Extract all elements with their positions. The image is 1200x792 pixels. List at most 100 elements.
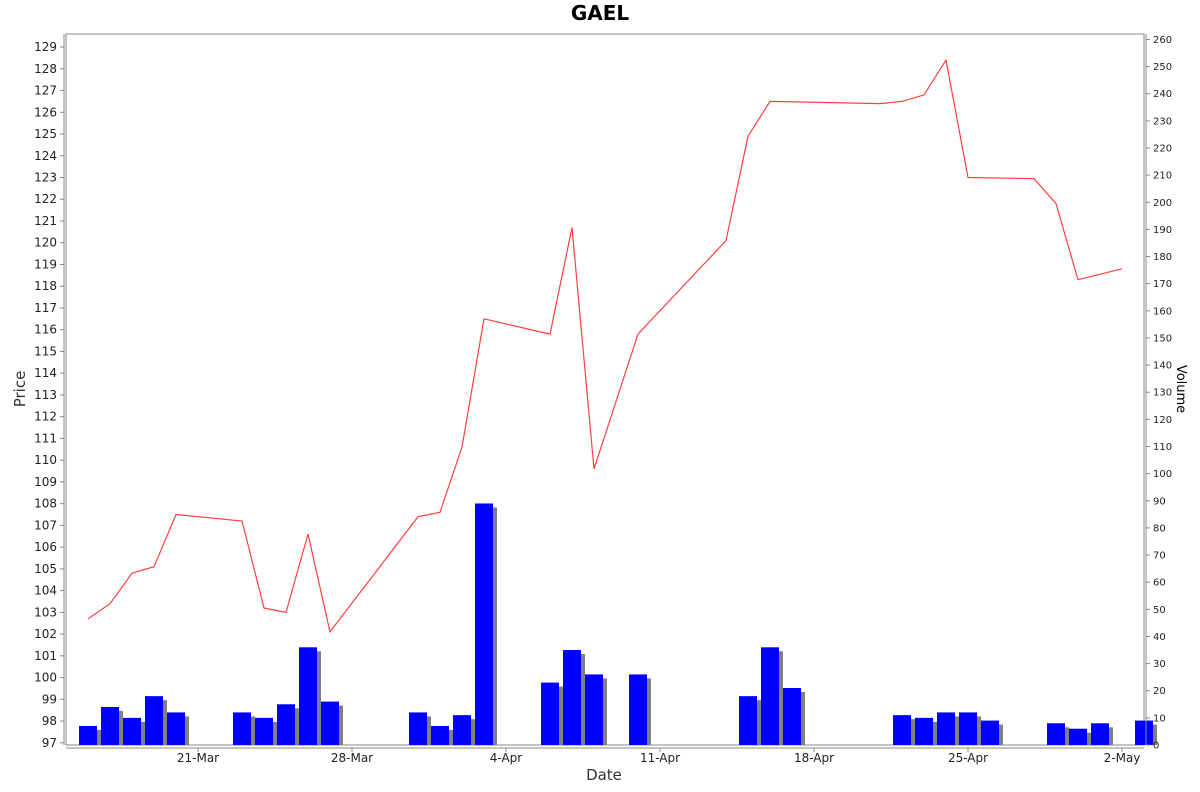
volume-tick-label: 40	[1153, 632, 1166, 643]
price-tick-label: 104	[34, 584, 57, 598]
price-tick-label: 118	[34, 279, 57, 293]
price-tick-label: 116	[34, 323, 57, 337]
volume-bars	[79, 503, 1157, 745]
volume-bar	[585, 674, 603, 745]
price-tick-label: 106	[34, 540, 57, 554]
price-tick-label: 108	[34, 497, 57, 511]
volume-bar	[563, 650, 581, 745]
x-axis-label: Date	[586, 766, 622, 784]
volume-bar	[981, 720, 999, 745]
volume-tick-label: 140	[1153, 361, 1172, 372]
price-tick-label: 119	[34, 257, 57, 271]
volume-tick-label: 250	[1153, 62, 1172, 73]
volume-bar	[453, 715, 471, 745]
volume-tick-label: 190	[1153, 225, 1172, 236]
volume-tick-label: 220	[1153, 143, 1172, 154]
chart-title: GAEL	[571, 1, 630, 25]
volume-bar	[277, 704, 295, 745]
volume-bar	[321, 701, 339, 745]
price-tick-label: 126	[34, 105, 57, 119]
volume-tick-label: 210	[1153, 171, 1172, 182]
volume-tick-label: 260	[1153, 35, 1172, 46]
price-tick-label: 107	[34, 518, 57, 532]
price-tick-label: 115	[34, 344, 57, 358]
volume-bar	[299, 647, 317, 745]
date-tick-label: 2-May	[1104, 751, 1141, 765]
volume-tick-label: 180	[1153, 252, 1172, 263]
price-tick-label: 117	[34, 301, 57, 315]
volume-axis: 0 10 20 30 40 50 60 70 80 90 100 110 120 130 140 150 160…	[1145, 34, 1172, 752]
price-tick-label: 125	[34, 127, 57, 141]
volume-bar	[167, 712, 185, 745]
volume-tick-label: 0	[1153, 741, 1159, 752]
date-tick-label: 25-Apr	[948, 751, 988, 765]
price-line-group	[87, 58, 1123, 634]
volume-bar	[233, 712, 251, 745]
volume-tick-label: 80	[1153, 523, 1166, 534]
price-tick-label: 127	[34, 84, 57, 98]
volume-bar	[915, 717, 933, 745]
volume-tick-label: 160	[1153, 306, 1172, 317]
volume-tick-label: 170	[1153, 279, 1172, 290]
price-tick-label: 105	[34, 562, 57, 576]
price-tick-label: 123	[34, 171, 57, 185]
y-axis-label: Price	[11, 371, 29, 408]
y2-axis-label: Volume	[1173, 365, 1188, 413]
price-tick-label: 124	[34, 149, 57, 163]
volume-tick-label: 150	[1153, 333, 1172, 344]
volume-bar	[1047, 723, 1065, 745]
volume-tick-label: 50	[1153, 605, 1166, 616]
price-tick-label: 114	[34, 366, 57, 380]
volume-tick-label: 60	[1153, 578, 1166, 589]
volume-bar	[145, 696, 163, 745]
volume-bar	[937, 712, 955, 745]
volume-bar	[1135, 720, 1153, 745]
price-tick-label: 112	[34, 410, 57, 424]
volume-bar	[79, 726, 97, 745]
price-tick-label: 122	[34, 192, 57, 206]
price-tick-label: 120	[34, 236, 57, 250]
price-tick-label: 100	[34, 671, 57, 685]
volume-tick-label: 230	[1153, 116, 1172, 127]
volume-bar	[739, 696, 757, 745]
date-tick-label: 28-Mar	[331, 751, 373, 765]
plot-area	[65, 33, 1145, 746]
price-tick-label: 103	[34, 605, 57, 619]
volume-tick-label: 130	[1153, 388, 1172, 399]
volume-tick-label: 200	[1153, 198, 1172, 209]
date-tick-label: 21-Mar	[177, 751, 219, 765]
volume-tick-label: 10	[1153, 713, 1166, 724]
volume-bar	[431, 726, 449, 745]
volume-bar	[959, 712, 977, 745]
volume-bar	[541, 682, 559, 745]
volume-tick-label: 110	[1153, 442, 1172, 453]
date-tick-label: 18-Apr	[794, 751, 834, 765]
price-tick-label: 98	[42, 714, 57, 728]
price-axis: 97 98 99 100 101 102 103 104 105 106 107 108 109 110 1…	[34, 34, 65, 750]
volume-tick-label: 100	[1153, 469, 1172, 480]
price-tick-label: 102	[34, 627, 57, 641]
price-tick-label: 128	[34, 62, 57, 76]
volume-bar	[1069, 728, 1087, 745]
volume-bar	[783, 688, 801, 745]
volume-bar	[893, 715, 911, 745]
volume-tick-label: 20	[1153, 686, 1166, 697]
price-tick-label: 97	[42, 736, 57, 750]
volume-bar	[475, 503, 493, 745]
price-line	[87, 58, 1123, 634]
price-tick-label: 109	[34, 475, 57, 489]
date-axis: 21-Mar 28-Mar 4-Apr 11-Apr 18-Apr 25-Apr 2-May	[66, 747, 1144, 765]
volume-bar	[255, 717, 273, 745]
date-tick-label: 4-Apr	[490, 751, 523, 765]
volume-tick-label: 70	[1153, 551, 1166, 562]
volume-bar	[123, 717, 141, 745]
price-tick-label: 113	[34, 388, 57, 402]
volume-bar	[409, 712, 427, 745]
volume-tick-label: 240	[1153, 89, 1172, 100]
volume-tick-label: 30	[1153, 659, 1166, 670]
date-tick-label: 11-Apr	[640, 751, 680, 765]
volume-bar	[761, 647, 779, 745]
volume-bar	[1091, 723, 1109, 745]
price-tick-label: 101	[34, 649, 57, 663]
